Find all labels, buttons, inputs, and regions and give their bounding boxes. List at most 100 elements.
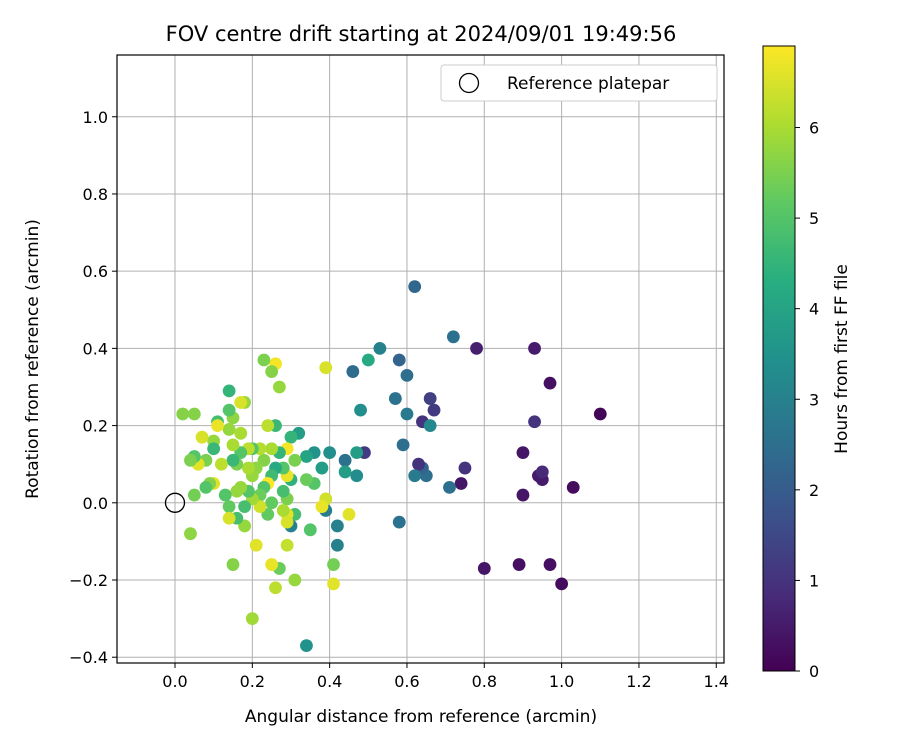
data-point (288, 453, 302, 467)
data-point (226, 558, 240, 571)
data-point (408, 280, 422, 294)
x-tick-label: 0.8 (472, 672, 497, 691)
data-point (350, 446, 364, 460)
x-tick-label: 0.4 (317, 672, 342, 691)
reference-platepar-marker (164, 492, 186, 513)
data-point (342, 507, 356, 521)
y-tick-label: 0.6 (83, 262, 108, 281)
data-point (330, 538, 344, 552)
grid-lines (117, 55, 724, 663)
data-point (361, 353, 375, 367)
data-point (199, 480, 213, 494)
data-point (400, 369, 414, 382)
data-point (222, 500, 236, 514)
y-tick-label: −0.2 (69, 571, 108, 590)
y-tick-label: 0.2 (83, 417, 108, 436)
data-point (373, 341, 387, 355)
data-point (269, 581, 282, 595)
data-point (543, 376, 557, 390)
data-point (300, 473, 313, 487)
data-point (242, 461, 255, 475)
data-point (276, 484, 290, 498)
data-point (207, 442, 221, 456)
colorbar-gradient (762, 45, 796, 672)
data-point (566, 480, 580, 494)
data-point (512, 558, 526, 571)
legend: Reference platepar (440, 64, 718, 102)
x-tick-label: 0.6 (394, 672, 419, 691)
data-point (238, 500, 251, 514)
data-point (516, 488, 530, 502)
data-point (408, 469, 422, 483)
data-point (350, 469, 364, 483)
data-point (184, 453, 197, 467)
data-point (272, 380, 286, 394)
data-point (184, 527, 197, 541)
data-point (330, 519, 344, 533)
data-point (400, 407, 414, 421)
data-point (555, 577, 569, 591)
data-point (470, 341, 483, 355)
colorbar-tick-label: 1 (809, 571, 819, 590)
x-tick-label: 0.2 (240, 672, 265, 691)
data-point (354, 403, 367, 417)
y-tick-label: 0.8 (83, 185, 108, 204)
data-point (265, 365, 279, 378)
data-point (222, 403, 236, 417)
data-point (427, 403, 441, 417)
data-point (346, 365, 360, 378)
data-point (238, 519, 251, 533)
data-point (265, 496, 279, 510)
x-tick-label: 1.4 (704, 672, 729, 691)
data-point (265, 442, 279, 456)
data-point (276, 504, 290, 517)
data-point (195, 430, 209, 444)
data-point (218, 488, 232, 502)
x-tick-label: 0.0 (162, 672, 187, 691)
data-point (222, 423, 236, 436)
y-axis-label: Rotation from reference (arcmin) (23, 219, 43, 499)
data-point (245, 612, 259, 626)
colorbar-tick-label: 6 (809, 119, 819, 138)
data-point (284, 430, 298, 444)
data-point (249, 538, 263, 552)
data-point (222, 384, 236, 398)
data-point (412, 457, 425, 471)
chart-title: FOV centre drift starting at 2024/09/01 … (166, 22, 677, 46)
data-point (315, 461, 329, 475)
data-point (253, 500, 267, 514)
data-point (280, 538, 294, 552)
y-axis-ticks: −0.4 −0.2 0.0 0.2 0.4 0.6 0.8 1.0 (69, 108, 117, 667)
legend-label: Reference platepar (507, 74, 669, 94)
data-point (528, 341, 541, 355)
data-point (516, 446, 530, 460)
y-tick-label: 0.4 (83, 339, 108, 358)
data-point (319, 361, 333, 375)
data-point (222, 511, 236, 525)
data-point (454, 477, 468, 490)
data-point (176, 407, 190, 421)
data-point (443, 480, 456, 494)
data-points (176, 280, 607, 653)
data-point (458, 461, 472, 475)
data-point (446, 330, 460, 344)
data-point (388, 392, 402, 405)
data-point (323, 446, 337, 460)
colorbar-label: Hours from first FF file (832, 264, 852, 454)
data-point (543, 558, 557, 571)
data-point (338, 465, 352, 479)
data-point (211, 419, 224, 432)
x-axis-ticks: 0.0 0.2 0.4 0.6 0.8 1.0 1.2 1.4 (162, 663, 729, 691)
data-point (234, 396, 248, 409)
colorbar-tick-label: 5 (809, 209, 819, 228)
data-point (280, 515, 294, 529)
data-point (327, 577, 340, 591)
data-point (226, 453, 240, 467)
data-point (327, 558, 340, 571)
data-point (593, 407, 607, 421)
colorbar-tick-label: 4 (809, 300, 819, 319)
data-point (261, 419, 275, 432)
legend-open-circle-marker (458, 72, 480, 94)
data-point (338, 453, 352, 467)
data-point (392, 515, 406, 529)
